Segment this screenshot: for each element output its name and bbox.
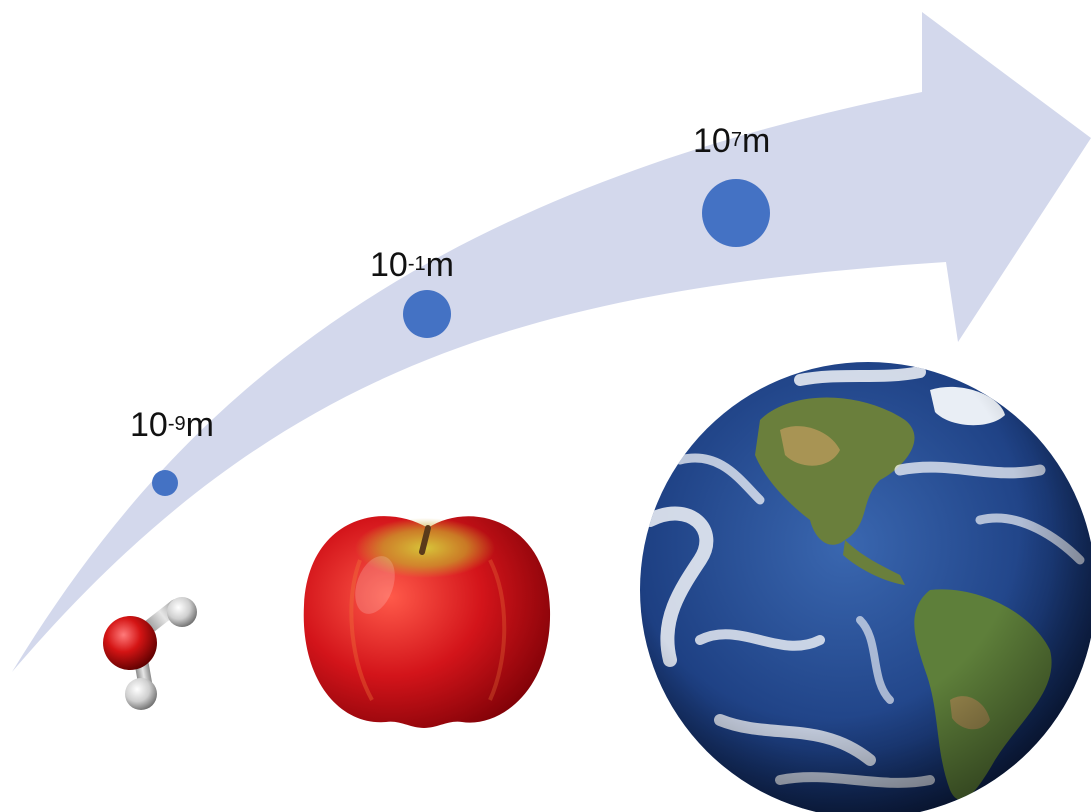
scale-label-exponent: -1 [407, 253, 426, 275]
earth-image [640, 362, 1091, 812]
scale-label-earth: 107m [693, 124, 770, 158]
scale-label-apple: 10-1m [370, 248, 454, 282]
scale-label-nano: 10-9m [130, 408, 214, 442]
scale-label-base: 10 [693, 122, 731, 160]
scale-label-unit: m [425, 246, 454, 284]
scale-dot-nano [152, 470, 178, 496]
scale-arrow [12, 12, 1091, 672]
apple-image [303, 516, 551, 728]
scale-label-base: 10 [130, 406, 168, 444]
scale-label-exponent: -9 [167, 413, 186, 435]
scale-label-unit: m [185, 406, 214, 444]
water-molecule-image [103, 597, 197, 710]
scale-dot-earth [702, 179, 770, 247]
scale-label-unit: m [741, 122, 771, 160]
scale-label-base: 10 [370, 246, 408, 284]
scale-label-exponent: 7 [730, 129, 742, 151]
scale-dot-apple [403, 290, 451, 338]
